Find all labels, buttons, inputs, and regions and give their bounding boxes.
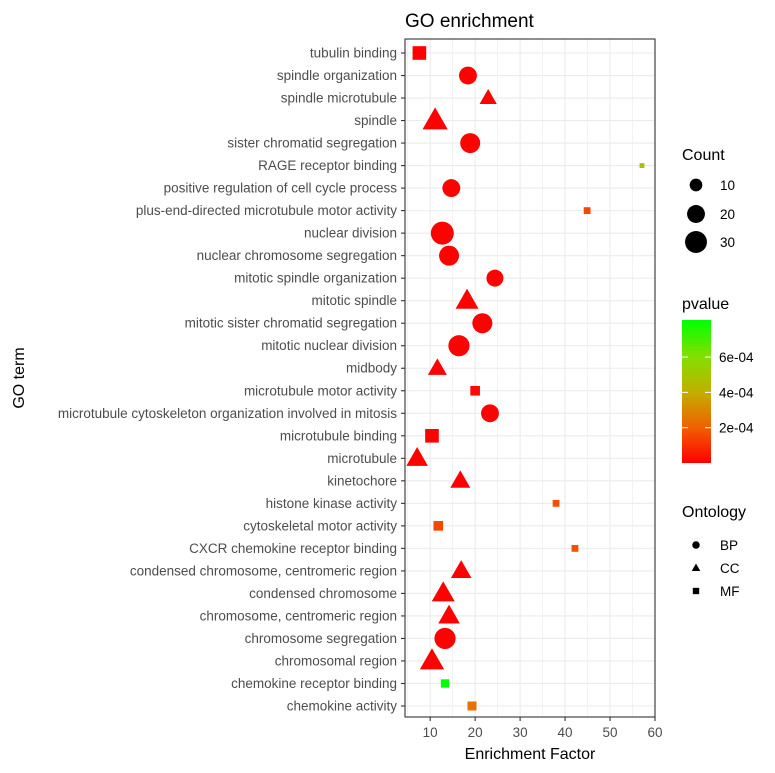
count-legend-label: 30 <box>720 235 735 250</box>
y-tick-label: mitotic nuclear division <box>261 338 397 353</box>
x-tick-label: 20 <box>468 725 483 740</box>
ontology-legend-label: CC <box>720 561 740 576</box>
data-point <box>433 521 444 531</box>
x-tick-label: 10 <box>423 725 438 740</box>
y-tick-label: spindle microtubule <box>281 91 397 106</box>
y-axis-title: GO term <box>11 347 28 408</box>
ontology-legend-key <box>692 541 700 549</box>
data-point <box>439 245 460 266</box>
data-point <box>455 288 479 309</box>
count-legend-title: Count <box>682 147 725 164</box>
y-tick-label: microtubule <box>327 451 397 466</box>
x-tick-label: 30 <box>513 725 528 740</box>
y-tick-label: microtubule cytoskeleton organization in… <box>58 406 397 421</box>
x-axis-title: Enrichment Factor <box>465 746 596 763</box>
plot-border <box>404 38 656 718</box>
pvalue-legend: pvalue 2e-04 4e-04 6e-04 <box>682 296 754 463</box>
y-tick-label: chromosomal region <box>275 653 397 668</box>
y-tick-label: kinetochore <box>327 473 397 488</box>
data-point <box>450 560 472 579</box>
y-axis-labels: tubulin binding spindle organization spind… <box>58 46 405 714</box>
data-point <box>479 89 497 105</box>
grid <box>405 39 656 717</box>
y-tick-label: tubulin binding <box>310 46 397 61</box>
ontology-legend-label: MF <box>720 584 740 599</box>
data-point <box>442 179 461 198</box>
data-point <box>434 627 456 650</box>
y-tick-label: nuclear division <box>304 226 397 241</box>
data-point <box>481 404 499 423</box>
y-tick-label: condensed chromosome <box>249 586 397 601</box>
data-point <box>470 385 480 396</box>
y-tick-label: RAGE receptor binding <box>258 158 397 173</box>
x-tick-label: 40 <box>558 725 573 740</box>
ontology-legend-label: BP <box>720 538 738 553</box>
data-point <box>486 269 504 287</box>
data-point <box>422 107 448 130</box>
y-tick-label: sister chromatid segregation <box>227 136 397 151</box>
y-tick-label: microtubule motor activity <box>244 383 397 398</box>
y-tick-label: chemokine activity <box>287 699 398 714</box>
pvalue-legend-label: 2e-04 <box>719 421 754 436</box>
count-legend-key <box>685 231 707 253</box>
data-points <box>406 46 645 711</box>
x-tick-label: 60 <box>647 725 662 740</box>
pvalue-legend-label: 6e-04 <box>719 350 754 365</box>
data-point <box>427 358 447 375</box>
y-tick-label: mitotic spindle <box>311 293 397 308</box>
data-point <box>639 163 645 168</box>
y-tick-label: cytoskeletal motor activity <box>243 518 397 533</box>
pvalue-legend-label: 4e-04 <box>719 385 754 400</box>
y-tick-label: nuclear chromosome segregation <box>197 248 397 263</box>
y-tick-label: spindle organization <box>277 68 397 83</box>
data-point <box>460 133 481 154</box>
data-point <box>583 207 591 215</box>
ontology-legend-title: Ontology <box>682 504 746 521</box>
data-point <box>571 544 579 552</box>
data-point <box>448 335 470 357</box>
y-tick-label: mitotic spindle organization <box>234 271 397 286</box>
y-tick-label: spindle <box>354 113 397 128</box>
data-point <box>552 499 560 507</box>
y-tick-label: chemokine receptor binding <box>231 676 397 691</box>
count-legend-label: 10 <box>720 178 735 193</box>
count-legend: Count 10 20 30 <box>682 147 735 253</box>
data-point <box>425 428 439 443</box>
y-tick-label: chromosome, centromeric region <box>200 608 397 623</box>
data-point <box>419 648 445 670</box>
y-tick-label: condensed chromosome, centromeric region <box>130 563 397 578</box>
ontology-legend-key <box>691 563 701 572</box>
y-tick-label: positive regulation of cell cycle proces… <box>164 181 398 196</box>
data-point <box>438 604 460 624</box>
ontology-legend: Ontology BP CC MF <box>682 504 746 599</box>
data-point <box>467 701 477 711</box>
y-tick-label: microtubule binding <box>280 428 397 443</box>
x-axis-ticks: 10 20 30 40 50 60 <box>423 717 663 740</box>
data-point <box>440 679 450 688</box>
count-legend-key <box>687 205 705 223</box>
y-tick-label: histone kinase activity <box>266 496 398 511</box>
chart-title: GO enrichment <box>405 11 535 32</box>
y-tick-label: plus-end-directed microtubule motor acti… <box>136 203 397 218</box>
pvalue-colorbar <box>682 320 711 463</box>
data-point <box>412 46 427 60</box>
y-tick-label: midbody <box>346 361 397 376</box>
data-point <box>430 221 454 245</box>
y-tick-label: chromosome segregation <box>245 631 397 646</box>
y-tick-label: mitotic sister chromatid segregation <box>185 316 397 331</box>
x-tick-label: 50 <box>603 725 618 740</box>
count-legend-key <box>689 178 703 192</box>
data-point <box>472 313 493 334</box>
y-tick-label: CXCR chemokine receptor binding <box>189 541 397 556</box>
data-point <box>431 581 455 602</box>
data-point <box>406 447 428 466</box>
ontology-legend-key <box>692 587 700 595</box>
plot-background <box>405 39 655 717</box>
pvalue-legend-title: pvalue <box>682 296 729 313</box>
data-point <box>450 470 471 488</box>
data-point <box>459 66 477 85</box>
count-legend-label: 20 <box>720 207 735 222</box>
